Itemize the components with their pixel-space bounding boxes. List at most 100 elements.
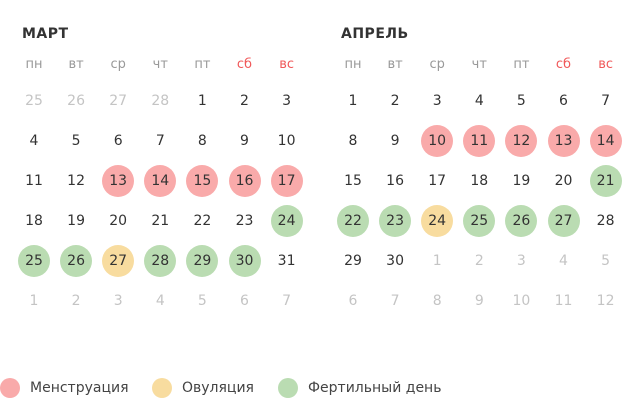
day-cell-fertile[interactable]: 25	[18, 245, 50, 277]
day-cell-other-month[interactable]: 5	[601, 253, 611, 269]
legend-item-menstruation: Менструация	[0, 378, 129, 398]
day-cell[interactable]: 9	[390, 133, 400, 149]
day-cell-menstruation[interactable]: 14	[589, 125, 622, 157]
day-cell[interactable]: 3	[432, 93, 442, 109]
day-cell[interactable]: 31	[277, 253, 296, 269]
day-cell-fertile[interactable]: 26	[60, 245, 93, 277]
day-cell[interactable]: 23	[235, 212, 254, 229]
fertile-dot-icon	[278, 378, 298, 398]
weekday-label: пт	[513, 56, 530, 72]
day-cell-ovulation[interactable]: 24	[421, 204, 454, 237]
day-cell[interactable]: 7	[601, 93, 611, 109]
day-cell[interactable]: 3	[282, 93, 292, 109]
day-cell-other-month[interactable]: 2	[71, 293, 81, 309]
day-cell-other-month[interactable]: 6	[348, 293, 358, 309]
day-cell[interactable]: 2	[390, 93, 400, 109]
day-cell[interactable]: 20	[554, 173, 573, 189]
day-cell[interactable]: 4	[474, 93, 484, 109]
day-cell-other-month[interactable]: 27	[109, 93, 128, 109]
day-cell[interactable]: 29	[344, 253, 362, 269]
day-cell-menstruation[interactable]: 12	[505, 125, 538, 157]
day-cell-other-month[interactable]: 1	[432, 253, 442, 269]
legend-item-fertile: Фертильный день	[278, 378, 441, 398]
day-cell-other-month[interactable]: 2	[474, 253, 484, 269]
day-cell[interactable]: 21	[151, 212, 170, 229]
day-cell[interactable]: 10	[277, 133, 296, 149]
day-cell[interactable]: 6	[113, 133, 123, 149]
day-cell[interactable]: 18	[25, 212, 43, 229]
day-cell-other-month[interactable]: 4	[559, 253, 568, 269]
day-cell[interactable]: 11	[25, 173, 43, 189]
day-cell-fertile[interactable]: 21	[589, 165, 622, 197]
legend-label: Овуляция	[182, 380, 254, 396]
day-cell[interactable]: 1	[348, 93, 358, 109]
day-cell[interactable]: 16	[386, 173, 404, 189]
month-title: АПРЕЛЬ	[341, 26, 409, 42]
day-cell[interactable]: 8	[197, 133, 207, 149]
day-cell[interactable]: 4	[29, 133, 39, 149]
day-cell-menstruation[interactable]: 13	[547, 125, 580, 157]
day-cell-menstruation[interactable]: 10	[421, 125, 454, 157]
day-cell[interactable]: 12	[67, 173, 85, 189]
day-cell-other-month[interactable]: 4	[155, 293, 165, 309]
day-cell-fertile[interactable]: 25	[463, 204, 496, 237]
day-cell-ovulation[interactable]: 27	[102, 245, 135, 277]
day-cell-menstruation[interactable]: 13	[102, 165, 135, 197]
day-cell[interactable]: 5	[516, 93, 526, 109]
day-cell-fertile[interactable]: 30	[228, 245, 261, 277]
day-cell[interactable]: 6	[559, 93, 568, 109]
day-cell[interactable]: 9	[240, 133, 249, 149]
day-cell[interactable]: 20	[109, 212, 128, 229]
day-cell-other-month[interactable]: 11	[554, 293, 573, 309]
weekday-label: пн	[25, 56, 43, 72]
day-cell-other-month[interactable]: 7	[390, 293, 400, 309]
day-cell-menstruation[interactable]: 16	[228, 165, 261, 197]
day-cell[interactable]: 19	[512, 173, 531, 189]
day-cell-other-month[interactable]: 9	[474, 293, 484, 309]
day-cell-fertile[interactable]: 26	[505, 204, 538, 237]
day-cell-other-month[interactable]: 6	[240, 293, 249, 309]
weekday-label: пт	[194, 56, 211, 72]
day-cell-menstruation[interactable]: 15	[186, 165, 219, 197]
day-cell-fertile[interactable]: 27	[547, 204, 580, 237]
weekday-label: чт	[152, 56, 168, 72]
day-cell-fertile[interactable]: 22	[337, 204, 369, 237]
day-cell-other-month[interactable]: 25	[25, 93, 43, 109]
day-cell[interactable]: 2	[240, 93, 249, 109]
day-cell[interactable]: 17	[428, 173, 447, 189]
day-cell-other-month[interactable]: 3	[113, 293, 123, 309]
day-cell-other-month[interactable]: 5	[197, 293, 207, 309]
day-cell-fertile[interactable]: 24	[270, 204, 303, 237]
legend-label: Фертильный день	[308, 380, 442, 396]
day-cell[interactable]: 22	[193, 212, 212, 229]
day-cell-fertile[interactable]: 29	[186, 245, 219, 277]
day-cell-other-month[interactable]: 28	[151, 93, 170, 109]
day-cell[interactable]: 5	[71, 133, 81, 149]
day-cell-other-month[interactable]: 26	[67, 93, 85, 109]
day-cell[interactable]: 8	[348, 133, 358, 149]
day-cell-fertile[interactable]: 28	[144, 245, 177, 277]
day-cell-other-month[interactable]: 7	[282, 293, 292, 309]
day-cell[interactable]: 15	[344, 173, 362, 189]
day-cell[interactable]: 28	[596, 212, 615, 229]
day-cell-menstruation[interactable]: 11	[463, 125, 496, 157]
day-cell-other-month[interactable]: 8	[432, 293, 442, 309]
menstruation-dot-icon	[0, 378, 20, 398]
day-cell[interactable]: 7	[155, 133, 165, 149]
day-cell[interactable]: 18	[470, 173, 489, 189]
day-cell-menstruation[interactable]: 17	[270, 165, 303, 197]
day-cell-other-month[interactable]: 3	[516, 253, 526, 269]
day-cell-menstruation[interactable]: 14	[144, 165, 177, 197]
weekday-label: пн	[344, 56, 362, 72]
weekday-label: вс	[598, 56, 613, 72]
weekday-label: чт	[471, 56, 487, 72]
day-cell-other-month[interactable]: 10	[512, 293, 531, 309]
weekday-label: вс	[279, 56, 294, 72]
day-cell[interactable]: 30	[386, 253, 404, 269]
day-cell-other-month[interactable]: 12	[596, 293, 615, 309]
day-cell-other-month[interactable]: 1	[29, 293, 39, 309]
day-cell[interactable]: 19	[67, 212, 85, 229]
day-cell[interactable]: 1	[197, 93, 207, 109]
day-cell-fertile[interactable]: 23	[379, 204, 412, 237]
weekday-label: вт	[387, 56, 403, 72]
